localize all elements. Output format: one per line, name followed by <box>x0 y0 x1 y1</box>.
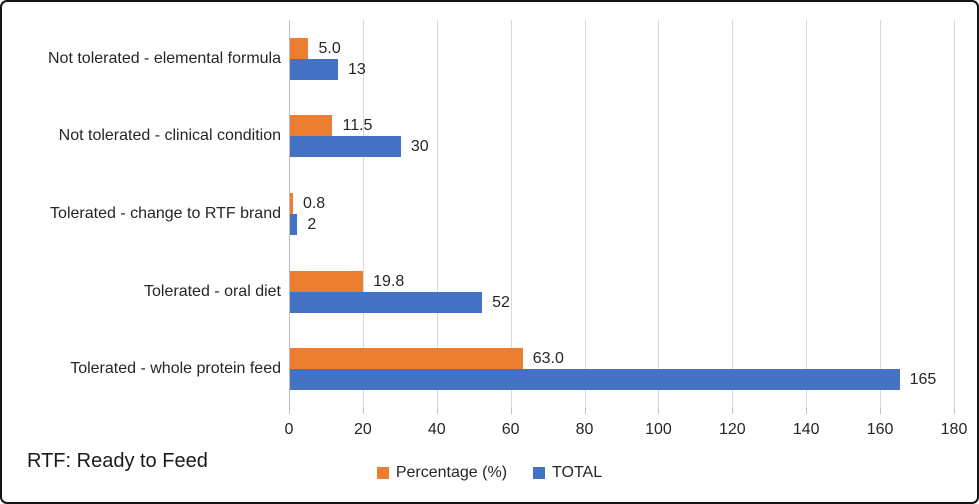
total-value-label: 13 <box>348 60 366 78</box>
x-tick-label: 180 <box>940 421 968 438</box>
category-label: Tolerated - whole protein feed <box>70 360 281 378</box>
axis-tick <box>584 408 586 414</box>
total-value-label: 30 <box>410 138 429 156</box>
axis-tick <box>289 408 290 414</box>
total-value-label: 2 <box>307 216 317 233</box>
x-tick-label: 20 <box>353 421 372 438</box>
x-tick-label: 160 <box>866 421 894 438</box>
percentage-bar <box>290 193 293 214</box>
x-tick-label: 140 <box>792 421 820 438</box>
x-tick-label: 40 <box>427 421 446 438</box>
x-tick-label: 0 <box>284 421 294 438</box>
percentage-bar <box>290 115 333 137</box>
category-label: Not tolerated - elemental formula <box>48 49 281 67</box>
x-tick-label: 80 <box>575 421 594 438</box>
category-label: Not tolerated - clinical condition <box>58 127 281 145</box>
legend-swatch-icon <box>376 467 389 479</box>
total-value-label: 165 <box>909 371 937 389</box>
category-label: Tolerated - oral diet <box>144 282 281 300</box>
total-bar <box>290 291 483 313</box>
percentage-value-label: 0.8 <box>302 195 326 212</box>
category-label: Tolerated - change to RTF brand <box>50 205 281 222</box>
percentage-value-label: 19.8 <box>373 272 405 290</box>
gridline <box>954 20 955 408</box>
legend-item: TOTAL <box>533 464 602 482</box>
axis-tick <box>954 408 955 414</box>
percentage-bar <box>290 270 364 292</box>
axis-tick <box>362 408 364 414</box>
y-axis-line <box>289 20 290 408</box>
total-bar <box>290 136 401 158</box>
gridline <box>436 20 438 408</box>
gridline <box>732 20 734 408</box>
gridline <box>510 20 512 408</box>
x-tick-label: 100 <box>645 421 672 438</box>
percentage-value-label: 63.0 <box>532 350 564 368</box>
x-tick-label: 120 <box>718 421 746 438</box>
percentage-value-label: 5.0 <box>318 39 341 57</box>
gridline <box>362 20 364 408</box>
footnote: RTF: Ready to Feed <box>27 450 208 472</box>
total-bar <box>290 369 900 391</box>
axis-tick <box>658 408 660 414</box>
legend-item: Percentage (%) <box>376 464 508 482</box>
total-bar <box>290 58 339 80</box>
legend-label: TOTAL <box>552 464 603 481</box>
gridline <box>658 20 660 408</box>
total-bar <box>290 214 298 235</box>
axis-tick <box>732 408 734 414</box>
axis-tick <box>806 408 808 414</box>
percentage-value-label: 11.5 <box>342 117 373 135</box>
legend: Percentage (%) TOTAL <box>2 464 977 482</box>
gridline <box>806 20 808 408</box>
percentage-bar <box>290 37 309 59</box>
legend-label: Percentage (%) <box>395 464 508 481</box>
legend-swatch-icon <box>533 467 546 479</box>
gridline <box>880 20 882 408</box>
axis-tick <box>436 408 438 414</box>
percentage-bar <box>290 348 523 370</box>
axis-tick <box>510 408 512 414</box>
total-value-label: 52 <box>492 293 510 311</box>
gridline <box>584 20 586 408</box>
x-tick-label: 60 <box>501 421 520 438</box>
axis-tick <box>880 408 882 414</box>
